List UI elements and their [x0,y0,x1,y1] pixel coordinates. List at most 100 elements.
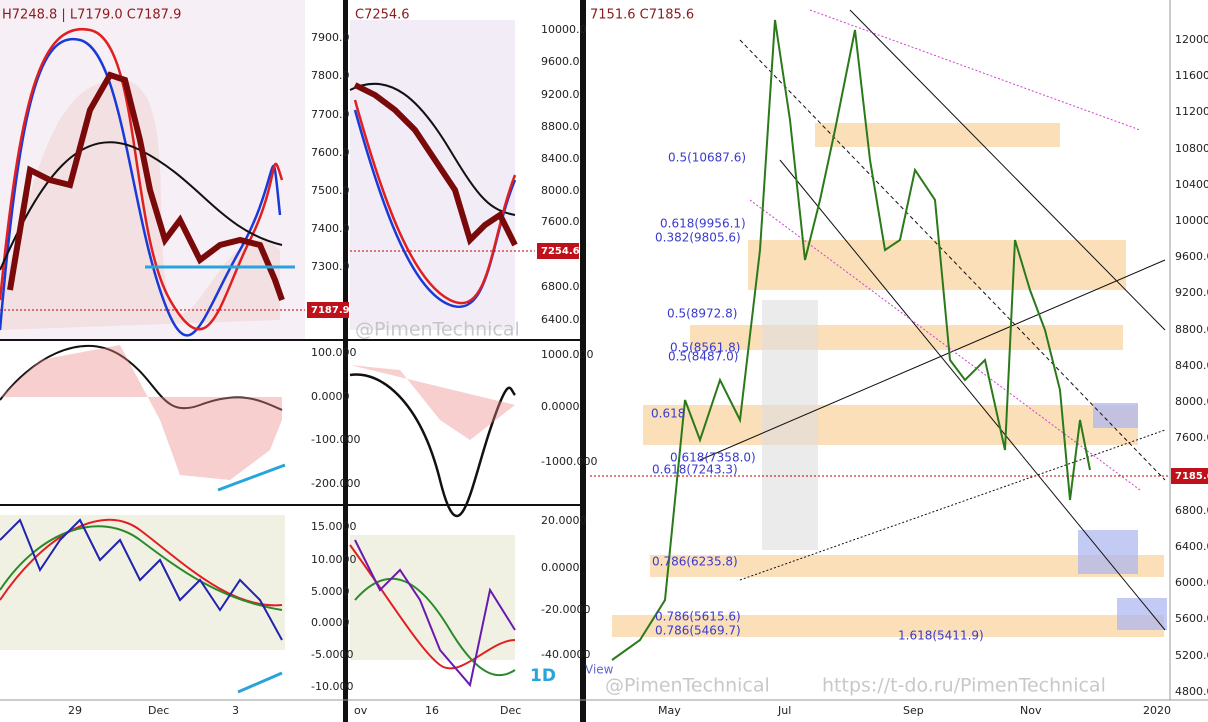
price-label: 7600.0 [541,215,580,228]
fib-label: 0.5(10687.6) [668,151,746,165]
price-label: 9600.0 [1175,250,1208,263]
osc-label: 0.0000 [541,561,580,574]
price-label: 6400.0 [1175,540,1208,553]
watermark: @PimenTechnical [355,319,520,341]
zone [1078,530,1138,574]
fib-label: 0.618 [651,407,685,421]
fib-label: 0.618(9956.1) [660,217,746,231]
time-label: Sep [903,704,924,717]
price-label: 9600.0 [541,55,580,68]
price-label: 10400.0 [1175,178,1208,191]
osc-label: -200.000 [311,477,360,490]
header: 7151.6 C7185.6 [590,8,694,23]
osc-label: -5.0000 [311,648,353,661]
price-label: 8000.0 [1175,395,1208,408]
price-label: 8400.0 [1175,359,1208,372]
price-label: 11200.0 [1175,105,1208,118]
price-label: 10000.0 [1175,214,1208,227]
zone [748,240,1126,290]
candles [7,71,285,301]
fib-label: 0.5(8972.8) [667,307,737,321]
osc-label: 0.0000 [311,390,350,403]
price-tag [537,243,579,259]
price-label: 6000.0 [1175,576,1208,589]
time-label: 29 [68,704,82,717]
fib-label: 0.786(5615.6) [655,610,741,624]
osc-line [354,539,516,688]
zone [1093,403,1138,428]
osc-label: 20.0000 [541,514,587,527]
osc-label: -1000.000 [541,455,597,468]
candles [611,19,1091,661]
zone [612,615,1164,637]
price-label: 8400.0 [541,152,580,165]
osc-area [350,365,515,440]
line [0,37,282,337]
price-tag [307,302,349,318]
time-label: Nov [1020,704,1042,717]
price-tag [1171,468,1208,484]
fib-label: 0.786(6235.8) [652,555,738,569]
price-label: 11600.0 [1175,69,1208,82]
price-label: 8800.0 [1175,323,1208,336]
zone [1117,598,1167,630]
price-label: 9200.0 [1175,286,1208,299]
zone [650,555,1164,577]
fib-label: 0.382(9805.6) [655,231,741,245]
price-label: 5200.0 [1175,649,1208,662]
line [353,99,517,305]
osc-line [0,518,283,641]
osc-line [354,577,516,677]
time-label: 3 [232,704,239,717]
price-label: 10000.0 [541,23,587,36]
osc-label: 0.0000 [541,400,580,413]
price-label: 6800.0 [1175,504,1208,517]
osc-label: -40.0000 [541,648,590,661]
trend-line [739,39,1166,481]
header: C7254.6 [355,8,410,23]
osc-line [349,544,516,670]
time-label: May [658,704,681,717]
price-label: 6400.0 [541,313,580,326]
trend-line [849,9,1166,331]
line [0,27,284,331]
band [0,80,280,330]
osc-label: 0.0000 [311,616,350,629]
zone [815,123,1060,147]
time-label: Jul [777,704,791,717]
osc-label: 100.000 [311,346,357,359]
zone [762,300,818,550]
osc-label: -20.0000 [541,603,590,616]
price-label: 7400.0 [311,222,350,235]
fib-label: 0.618(7358.0) [670,451,756,465]
zone [690,325,1123,350]
price-label: 7300.0 [311,260,350,273]
trend-line [749,199,1141,491]
fib-label: 0.5(8561.8) [670,341,740,355]
separator [343,0,348,722]
watermark: https://t-do.ru/PimenTechnical [822,675,1106,697]
osc-label: 1000.000 [541,348,594,361]
price-label: 10800.0 [1175,142,1208,155]
time-label: 16 [425,704,439,717]
time-label: 2020 [1143,704,1171,717]
time-label: Dec [500,704,521,717]
osc-line [349,373,516,518]
osc-line [0,525,283,611]
watermark: View [585,663,614,677]
osc-line [0,518,283,607]
trend-line [779,159,1166,631]
fib-label: 0.618(7243.3) [652,463,738,477]
price-tag-label: 7254.6 [541,246,580,257]
watermark: @PimenTechnical [605,675,770,697]
trend-line [739,429,1166,581]
line [349,82,516,216]
separator [580,0,586,722]
price-label: 4800.0 [1175,685,1208,698]
osc-label: -100.000 [311,433,360,446]
price-label: 7500.0 [311,184,350,197]
osc-label: 5.0000 [311,585,350,598]
header: H7248.8 | L7179.0 C7187.9 [2,8,181,23]
osc-label: 10.0000 [311,553,357,566]
